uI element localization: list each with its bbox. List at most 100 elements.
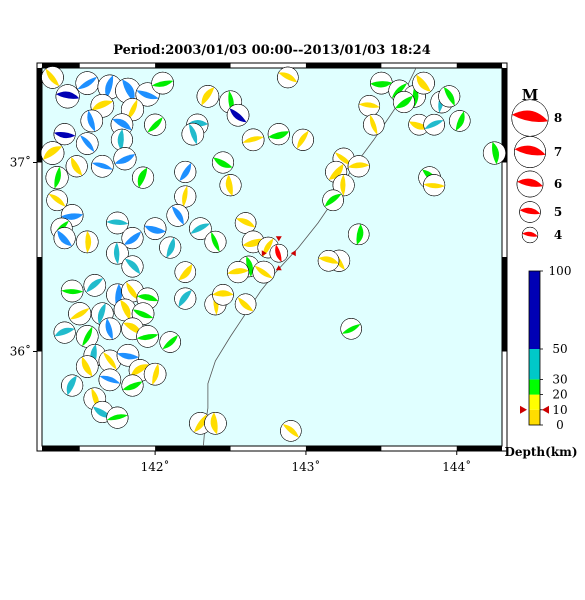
earthquake-event — [174, 160, 197, 183]
earthquake-event — [241, 128, 265, 152]
earthquake-event — [423, 174, 446, 197]
earthquake-event — [75, 71, 100, 95]
magnitude-legend: M 8 7 6 5 4 — [511, 86, 562, 244]
x-tick-label: 144˚ — [442, 459, 471, 474]
earthquake-event — [174, 287, 197, 310]
main-event-marker — [290, 250, 296, 257]
earthquake-event — [144, 113, 167, 136]
depth-scale-segment — [529, 349, 540, 380]
earthquake-event — [211, 151, 234, 174]
map-title: Period:2003/01/03 00:00--2013/01/03 18:2… — [113, 43, 431, 58]
earthquake-event — [121, 374, 144, 397]
earthquake-event — [267, 123, 290, 146]
magnitude-legend-ball — [516, 170, 544, 198]
x-tick-label: 142˚ — [141, 459, 170, 474]
earthquake-event — [132, 166, 155, 189]
earthquake-event — [53, 321, 76, 344]
earthquake-event — [227, 261, 250, 284]
magnitude-legend-ball — [511, 99, 549, 137]
magnitude-legend-label: 4 — [554, 228, 562, 242]
earthquake-event — [196, 85, 220, 108]
earthquake-event — [106, 406, 129, 429]
depth-scale-label: Depth(km) — [504, 445, 577, 459]
y-tick-label: 36˚ — [10, 344, 31, 359]
earthquake-event — [280, 420, 302, 442]
main-event — [261, 236, 296, 271]
earthquake-event — [166, 204, 190, 227]
earthquake-event — [143, 362, 167, 386]
earthquake-event — [110, 128, 133, 151]
axis-ticks: 142˚ 143˚ 144˚ 37˚ 36˚ — [10, 155, 471, 475]
earthquake-event — [174, 185, 197, 208]
earthquake-event — [370, 71, 393, 95]
earthquake-event — [412, 71, 435, 95]
earthquake-event — [219, 174, 242, 197]
earthquake-event — [151, 71, 174, 95]
earthquake-event — [332, 174, 355, 197]
earthquake-event — [98, 368, 122, 392]
earthquake-event — [98, 317, 122, 341]
depth-tick-label: 10 — [552, 403, 567, 417]
earthquake-event — [181, 122, 205, 146]
earthquake-event — [347, 223, 370, 246]
earthquake-event — [204, 412, 227, 435]
earthquake-event — [136, 325, 159, 348]
earthquake-event — [174, 261, 197, 283]
earthquake-event — [110, 113, 134, 136]
earthquake-event — [75, 355, 99, 378]
earthquake-event — [189, 217, 212, 240]
earthquake-event — [277, 66, 299, 89]
magnitude-legend-ball — [519, 201, 541, 223]
earthquake-event — [423, 113, 445, 136]
earthquake-event — [113, 147, 137, 171]
x-tick-label: 143˚ — [291, 459, 320, 474]
earthquake-event — [55, 84, 80, 109]
earthquake-event — [159, 331, 181, 353]
earthquake-event — [45, 166, 69, 190]
earthquake-event — [449, 110, 471, 132]
magnitude-legend-ball — [514, 136, 546, 168]
earthquake-event — [121, 255, 144, 278]
earthquake-event — [291, 128, 314, 151]
depth-tick-label: 30 — [552, 372, 567, 386]
earthquake-event — [60, 279, 84, 303]
depth-scale-segment — [529, 271, 540, 349]
earthquake-event — [91, 155, 114, 178]
earthquake-event — [98, 349, 122, 373]
depth-tick-label: 0 — [556, 418, 564, 432]
earthquake-event — [121, 227, 144, 250]
earthquake-event — [75, 230, 99, 254]
earthquake-event — [83, 274, 107, 297]
earthquake-event — [75, 132, 99, 155]
depth-tick-label: 20 — [552, 388, 567, 402]
main-event-depth-marker — [520, 405, 527, 414]
main-event-depth-marker — [542, 405, 549, 414]
depth-scale-segment — [529, 379, 540, 395]
main-event-beachball — [269, 243, 289, 263]
earthquake-event — [113, 298, 137, 322]
earthquake-event — [53, 123, 76, 146]
main-event-marker — [275, 265, 282, 271]
earthquake-event — [53, 227, 76, 250]
earthquake-events — [40, 66, 506, 442]
map-frame — [36, 62, 508, 452]
earthquake-event — [65, 155, 88, 178]
main-event-marker — [275, 236, 282, 242]
earthquake-event — [226, 103, 250, 127]
earthquake-event — [106, 241, 129, 265]
magnitude-legend-ball — [521, 226, 539, 244]
earthquake-event — [234, 293, 257, 315]
depth-scale-segment — [529, 409, 540, 425]
earthquake-event — [40, 141, 65, 165]
earthquake-event — [234, 212, 257, 234]
earthquake-event — [347, 155, 370, 178]
earthquake-event — [106, 211, 129, 235]
earthquake-event — [340, 318, 362, 340]
earthquake-event — [80, 109, 104, 133]
earthquake-event — [358, 95, 381, 117]
earthquake-event — [363, 113, 385, 136]
depth-tick-label: 50 — [552, 342, 567, 356]
earthquake-event — [116, 344, 140, 367]
earthquake-event — [252, 260, 275, 284]
